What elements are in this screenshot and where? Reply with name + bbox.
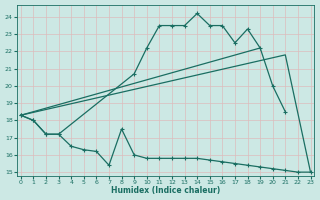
X-axis label: Humidex (Indice chaleur): Humidex (Indice chaleur): [111, 186, 220, 195]
